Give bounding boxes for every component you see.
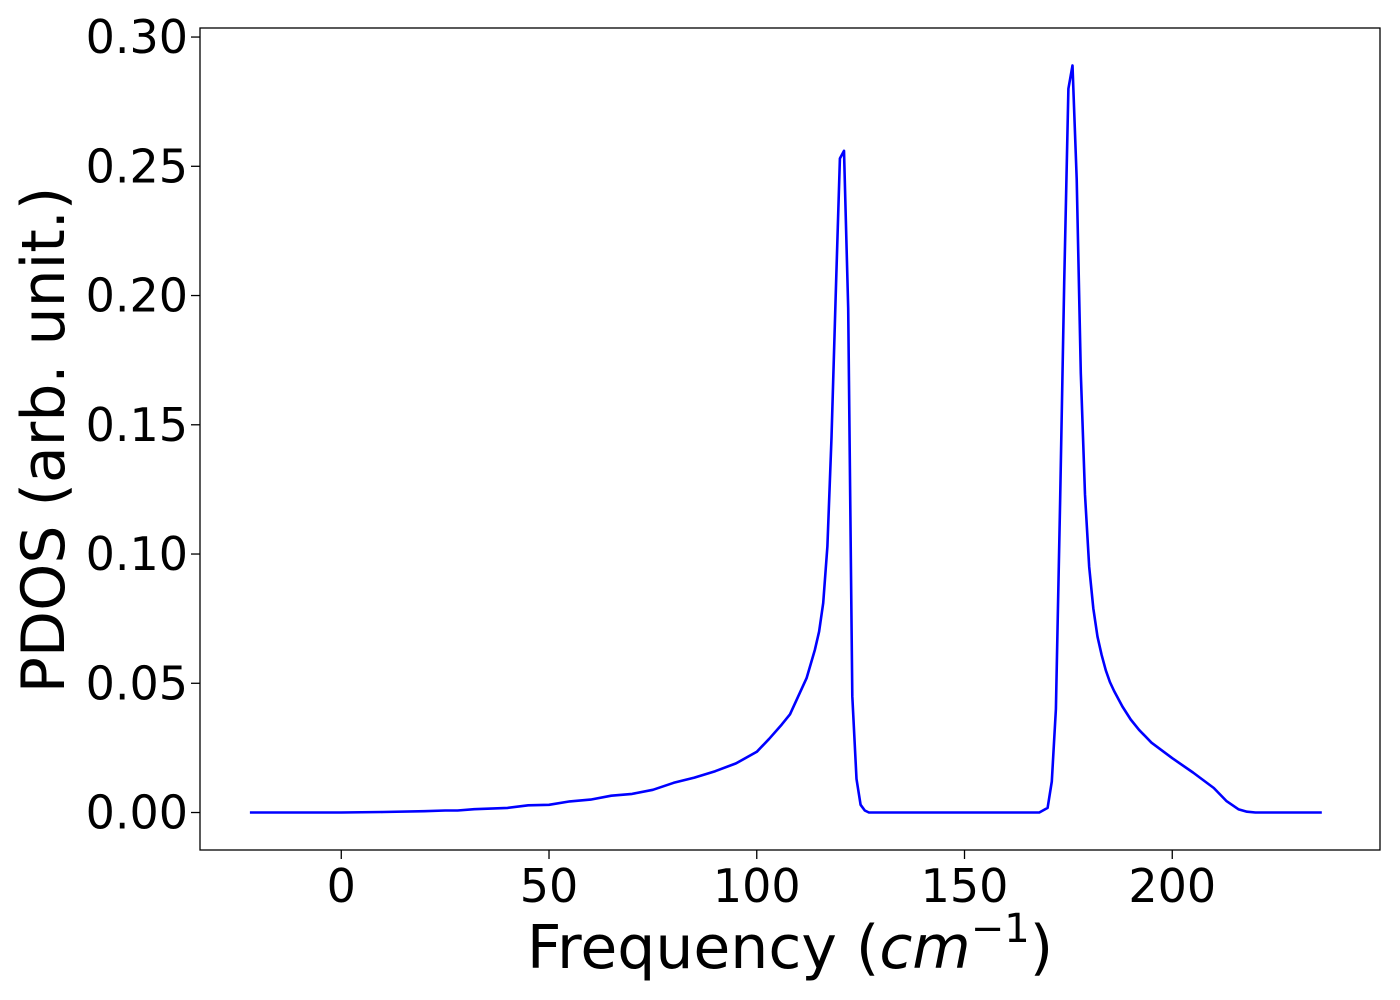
y-axis-label: PDOS (arb. unit.) xyxy=(9,187,79,694)
x-axis-label-suffix: ) xyxy=(1030,913,1053,983)
y-tick-label: 0.20 xyxy=(86,269,188,323)
y-tick-label: 0.10 xyxy=(86,527,188,581)
x-tick-label: 200 xyxy=(1128,859,1216,913)
y-tick-label: 0.00 xyxy=(86,786,188,840)
y-tick-label: 0.25 xyxy=(86,139,188,193)
y-tick-label: 0.30 xyxy=(86,10,188,64)
x-axis-label-prefix: Frequency ( xyxy=(527,913,879,983)
x-tick-label: 50 xyxy=(520,859,579,913)
x-tick-label: 100 xyxy=(713,859,801,913)
series-layer xyxy=(249,64,1322,814)
x-axis-ticks: 0 50 100 150 200 xyxy=(327,850,1216,913)
y-axis-ticks: 0.00 0.05 0.10 0.15 0.20 0.25 0.30 xyxy=(86,10,200,840)
x-axis-label-unit: cm xyxy=(879,913,970,983)
plot-frame xyxy=(199,27,1381,851)
x-axis-label: Frequency (cm−1) xyxy=(527,906,1053,983)
x-axis-label-exponent: −1 xyxy=(971,906,1030,952)
y-tick-label: 0.05 xyxy=(86,656,188,710)
x-tick-label: 0 xyxy=(327,859,356,913)
x-tick-label: 150 xyxy=(921,859,1009,913)
y-tick-label: 0.15 xyxy=(86,398,188,452)
series-line xyxy=(249,64,1322,814)
